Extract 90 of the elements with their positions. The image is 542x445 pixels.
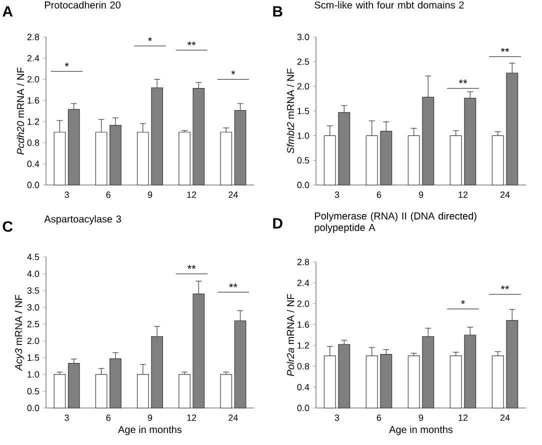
y-tick-label: 2.4: [27, 54, 40, 62]
chart-title: Scm-like with four mbt domains 2: [314, 1, 464, 9]
bar: [338, 344, 350, 408]
y-tick-label: 2.0: [27, 338, 40, 344]
chart-title: Protocadherin 20: [45, 1, 121, 9]
y-tick-label: 3.0: [27, 304, 40, 311]
x-tick-label: 9: [148, 192, 152, 198]
y-tick-label: 2.5: [27, 320, 40, 328]
x-tick-label: 24: [228, 192, 238, 198]
bar: [220, 132, 232, 186]
y-tick-label: 1.6: [298, 321, 310, 328]
x-tick-label: 9: [418, 192, 424, 198]
y-tick-label: 0.5: [27, 388, 40, 394]
annotation: *: [64, 62, 69, 66]
annotation: **: [187, 41, 196, 46]
x-tick-label: 24: [228, 414, 238, 421]
bar: [178, 374, 190, 408]
x-tick-label: 3: [64, 192, 69, 198]
annotation: **: [458, 80, 468, 84]
x-tick-label: 24: [500, 192, 510, 198]
y-tick-label: 2.5: [297, 58, 310, 65]
y-tick-label: 0.0: [27, 182, 40, 188]
annotation: **: [229, 283, 238, 288]
y-tick-label: 1.0: [298, 132, 310, 139]
bar: [380, 354, 392, 408]
x-tick-label: 3: [64, 414, 69, 421]
x-tick-label: 12: [458, 414, 468, 421]
bar: [68, 363, 80, 408]
y-tick-label: 0.4: [27, 160, 40, 168]
y-tick-label: 2.8: [27, 34, 40, 40]
x-tick-label: 9: [418, 414, 424, 421]
bar: [492, 135, 504, 186]
annotation: *: [148, 37, 152, 42]
x-tick-label: 6: [106, 192, 111, 198]
text: A: [2, 6, 13, 17]
chart-title: Aspartoacylase 3: [44, 215, 122, 225]
x-tick-label: 3: [334, 414, 340, 421]
y-tick-label: 4.0: [27, 270, 40, 277]
x-tick-label: 6: [376, 414, 382, 421]
bar: [450, 356, 462, 408]
y-tick-label: 0.8: [27, 140, 40, 146]
text: B: [273, 6, 282, 17]
y-axis-title: Acy3 mRNA / NF: [14, 294, 24, 372]
y-tick-label: 3.0: [297, 34, 310, 40]
y-tick-label: 1.6: [28, 97, 40, 104]
bar: [54, 374, 66, 408]
x-tick-label: 12: [458, 192, 468, 198]
y-axis-title: Polr2a mRNA / NF: [286, 294, 294, 376]
x-axis-title: Age in months: [389, 426, 453, 436]
annotation: *: [461, 300, 465, 304]
y-tick-label: 2.0: [297, 300, 310, 307]
y-tick-label: 0.8: [297, 363, 310, 370]
y-tick-label: 2.4: [297, 280, 310, 286]
y-tick-label: 0.4: [297, 384, 310, 390]
text: C: [2, 221, 13, 232]
y-tick-label: 1.2: [298, 342, 310, 349]
bar: [492, 356, 504, 408]
y-tick-label: 3.5: [27, 287, 40, 294]
chart-title: Polymerase (RNA) II (DNA directed) polypeptide A: [314, 212, 476, 234]
y-axis-title: Sfmbt2 mRNA / NF: [286, 68, 294, 154]
y-tick-label: 1.5: [28, 354, 40, 361]
x-tick-label: 12: [187, 192, 196, 198]
x-tick-label: 3: [334, 192, 340, 198]
x-tick-label: 12: [187, 414, 196, 421]
y-tick-label: 0.5: [297, 157, 310, 164]
y-tick-label: 0.0: [297, 404, 310, 412]
y-tick-label: 1.0: [28, 371, 40, 378]
annotation: **: [500, 286, 510, 290]
x-tick-label: 9: [148, 414, 152, 421]
annotation: **: [500, 48, 510, 52]
bar: [450, 135, 462, 186]
annotation: *: [231, 70, 236, 74]
y-tick-label: 2.0: [27, 76, 40, 82]
text: D: [273, 218, 282, 229]
x-tick-label: 24: [500, 414, 510, 421]
y-tick-label: 2.8: [297, 258, 310, 266]
x-tick-label: 6: [106, 414, 111, 421]
y-axis-title: Pcdh20 mRNA / NF: [16, 68, 24, 155]
y-tick-label: 1.5: [298, 108, 310, 114]
bar: [408, 356, 420, 408]
y-tick-label: 4.5: [27, 254, 40, 260]
y-tick-label: 0.0: [27, 404, 40, 412]
y-tick-label: 0.0: [297, 182, 310, 188]
bar: [178, 132, 190, 186]
y-tick-label: 1.2: [28, 118, 40, 125]
x-axis-title: Age in months: [118, 426, 182, 436]
annotation: **: [187, 265, 196, 269]
bar: [220, 374, 232, 408]
y-tick-label: 2.0: [297, 83, 310, 90]
x-tick-label: 6: [376, 192, 382, 198]
